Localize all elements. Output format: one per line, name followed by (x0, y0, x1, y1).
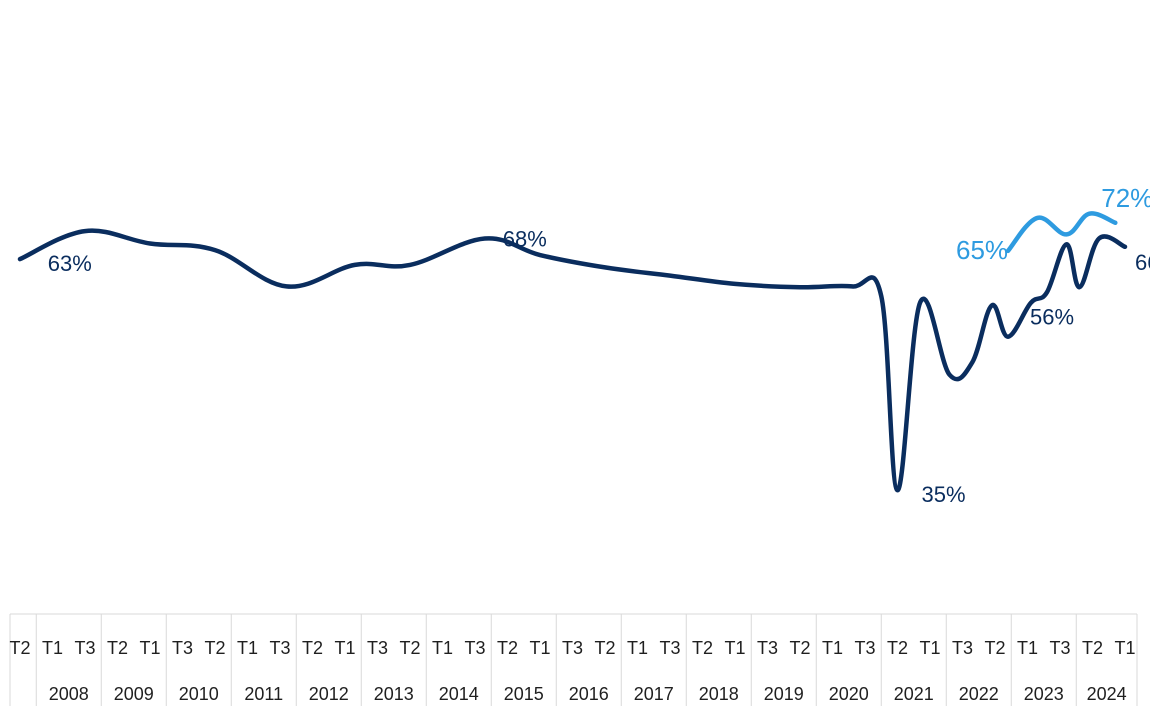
series-line-1 (17, 228, 1128, 493)
quarter-tick-label: T2 (9, 638, 30, 658)
year-label: 2017 (634, 684, 674, 704)
quarter-tick-label: T2 (107, 638, 128, 658)
quarter-tick-label: T1 (1017, 638, 1038, 658)
year-label: 2011 (244, 684, 283, 704)
quarter-tick-label: T1 (1114, 638, 1135, 658)
year-label: 2018 (699, 684, 739, 704)
data-label: 56% (1030, 305, 1074, 330)
quarter-tick-label: T2 (302, 638, 323, 658)
quarter-tick-label: T2 (497, 638, 518, 658)
year-label: 2014 (439, 684, 479, 704)
year-label: 2013 (374, 684, 414, 704)
quarter-tick-label: T1 (529, 638, 550, 658)
year-label: 2023 (1024, 684, 1064, 704)
quarter-tick-label: T3 (464, 638, 485, 658)
year-label: 2009 (114, 684, 154, 704)
quarter-tick-label: T2 (399, 638, 420, 658)
quarter-tick-label: T1 (627, 638, 648, 658)
quarter-tick-label: T3 (854, 638, 875, 658)
quarter-tick-label: T3 (269, 638, 290, 658)
year-label: 2016 (569, 684, 609, 704)
quarter-tick-label: T2 (204, 638, 225, 658)
quarter-tick-label: T3 (367, 638, 388, 658)
year-label: 2010 (179, 684, 219, 704)
year-label: 2022 (959, 684, 999, 704)
quarter-tick-label: T2 (1082, 638, 1103, 658)
year-label: 2015 (504, 684, 544, 704)
year-label: 2021 (894, 684, 934, 704)
year-label: 2012 (309, 684, 349, 704)
quarter-tick-label: T3 (952, 638, 973, 658)
quarter-tick-label: T2 (887, 638, 908, 658)
category-axis: 2008 2009 2010 2011 2012 2013 2014 2015 2016 2017… (9, 613, 1138, 706)
data-label: 63% (48, 251, 92, 276)
year-label: 2008 (49, 684, 89, 704)
quarter-tick-label: T2 (789, 638, 810, 658)
quarter-tick-label: T3 (659, 638, 680, 658)
quarter-tick-label: T3 (1049, 638, 1070, 658)
quarter-tick-label: T1 (237, 638, 258, 658)
year-label: 2020 (829, 684, 869, 704)
quarter-tick-label: T3 (562, 638, 583, 658)
series-layer (17, 211, 1128, 493)
quarter-tick-label: T3 (74, 638, 95, 658)
year-label: 2019 (764, 684, 804, 704)
quarter-tick-label: T1 (919, 638, 940, 658)
data-label: 68% (503, 227, 547, 252)
series-line-2 (1005, 211, 1118, 254)
quarter-tick-label: T2 (984, 638, 1005, 658)
data-label: 72% (1101, 183, 1150, 213)
quarter-tick-label: T1 (432, 638, 453, 658)
quarter-tick-label: T3 (757, 638, 778, 658)
data-label: 66% (1135, 250, 1150, 275)
quarter-tick-label: T1 (42, 638, 63, 658)
quarter-tick-label: T3 (172, 638, 193, 658)
data-label: 65% (956, 235, 1008, 265)
data-label-layer: 63% 68% 35% 56% 66% 65% 72% (48, 183, 1150, 507)
quarter-tick-label: T2 (692, 638, 713, 658)
data-label: 35% (922, 482, 966, 507)
quarter-tick-label: T1 (139, 638, 160, 658)
quarter-tick-label: T1 (334, 638, 355, 658)
quarter-tick-label: T2 (594, 638, 615, 658)
year-label: 2024 (1087, 684, 1127, 704)
quarter-tick-label: T1 (822, 638, 843, 658)
quarter-tick-label: T1 (724, 638, 745, 658)
